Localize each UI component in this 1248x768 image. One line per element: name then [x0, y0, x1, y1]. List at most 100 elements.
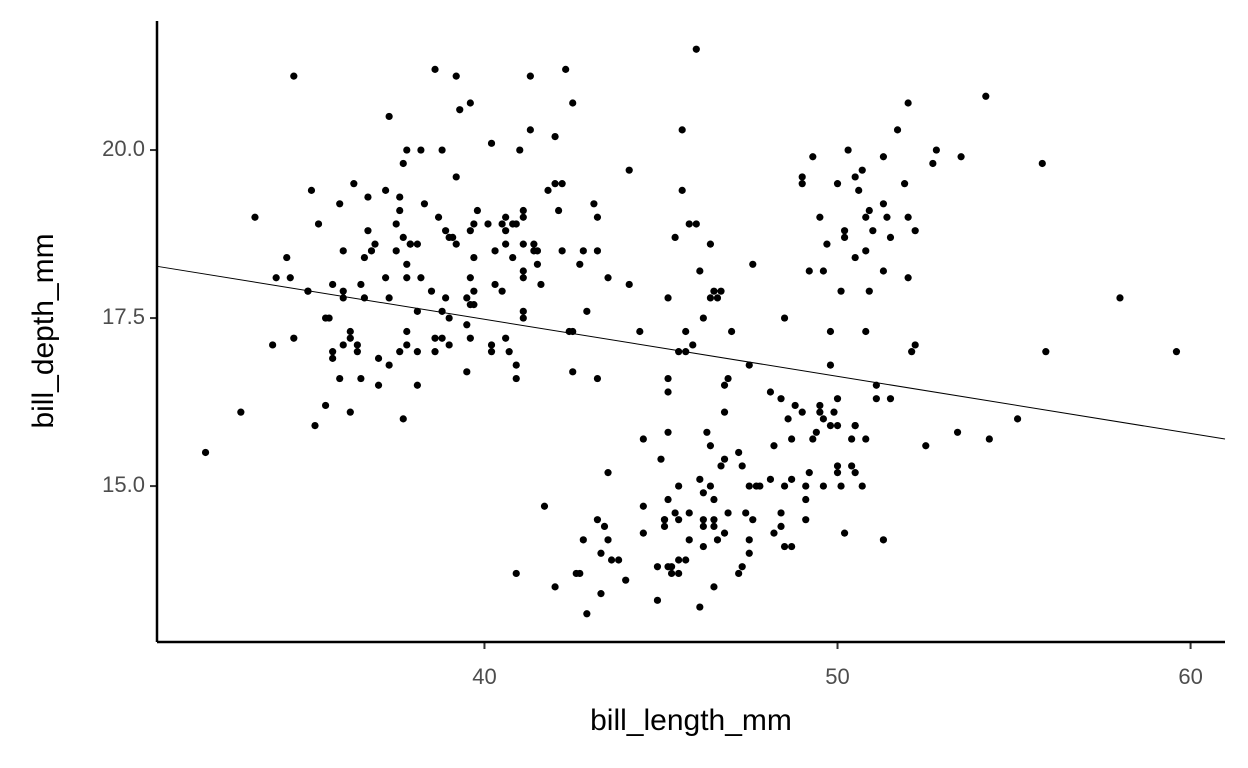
- point: [710, 516, 718, 524]
- point: [438, 334, 446, 342]
- point: [346, 408, 354, 416]
- point: [551, 180, 559, 188]
- point: [339, 287, 347, 295]
- point: [519, 213, 527, 221]
- point: [336, 374, 344, 383]
- point: [509, 220, 517, 228]
- point: [664, 563, 672, 571]
- point: [413, 348, 421, 356]
- point: [699, 314, 707, 322]
- point: [745, 482, 753, 490]
- point: [699, 489, 707, 497]
- point: [816, 401, 824, 410]
- point: [851, 173, 859, 181]
- point: [678, 126, 686, 134]
- point: [463, 294, 471, 302]
- point: [201, 448, 210, 457]
- point: [519, 274, 527, 282]
- point: [442, 294, 450, 302]
- point: [399, 415, 407, 423]
- point: [826, 361, 835, 369]
- point: [675, 569, 683, 578]
- point: [417, 274, 425, 282]
- point: [713, 294, 722, 302]
- point: [237, 408, 245, 416]
- point: [593, 374, 602, 383]
- trend-line: [156, 265, 1226, 440]
- point: [597, 549, 605, 557]
- point: [364, 193, 372, 201]
- point: [664, 388, 672, 396]
- point: [487, 139, 496, 147]
- point: [911, 341, 919, 349]
- point: [862, 213, 870, 221]
- point: [780, 542, 789, 551]
- point: [717, 287, 725, 295]
- point: [819, 267, 827, 275]
- point: [396, 348, 404, 356]
- point: [533, 260, 542, 268]
- point: [466, 274, 474, 282]
- point: [862, 327, 870, 336]
- point: [1013, 415, 1022, 423]
- point: [339, 247, 347, 255]
- point: [809, 435, 817, 443]
- point: [802, 495, 810, 504]
- point: [904, 213, 912, 221]
- point: [434, 213, 443, 221]
- point: [604, 469, 612, 477]
- point: [307, 186, 316, 194]
- point: [445, 233, 453, 242]
- point: [682, 327, 690, 336]
- point: [816, 213, 824, 221]
- x-tick-label: 60: [1178, 664, 1202, 689]
- point: [385, 112, 393, 121]
- point: [777, 395, 785, 403]
- point: [438, 307, 446, 315]
- point: [526, 126, 534, 134]
- point: [530, 240, 538, 248]
- point: [590, 200, 598, 208]
- point: [777, 509, 785, 517]
- point: [728, 327, 736, 336]
- point: [406, 240, 414, 248]
- point: [346, 334, 354, 342]
- point: [699, 542, 707, 551]
- point: [615, 556, 623, 564]
- y-tick-label: 17.5: [102, 304, 145, 329]
- point: [664, 294, 672, 302]
- point: [519, 240, 527, 248]
- point: [526, 72, 534, 80]
- point: [427, 287, 436, 295]
- point: [452, 240, 460, 248]
- point: [579, 247, 587, 255]
- point: [904, 274, 912, 282]
- point: [855, 186, 863, 194]
- point: [886, 233, 895, 242]
- point: [484, 220, 492, 228]
- point: [360, 253, 369, 262]
- point: [696, 603, 704, 611]
- point: [833, 469, 842, 477]
- point: [738, 563, 746, 571]
- point: [311, 421, 319, 430]
- point: [498, 220, 506, 228]
- point: [706, 442, 715, 450]
- point: [805, 469, 813, 477]
- point: [830, 408, 838, 416]
- point: [664, 495, 672, 504]
- point: [745, 549, 753, 557]
- point: [664, 374, 672, 383]
- point: [717, 462, 725, 470]
- point: [770, 442, 778, 450]
- point: [392, 247, 400, 255]
- point: [502, 213, 510, 221]
- point: [569, 99, 577, 107]
- point: [844, 146, 852, 154]
- point: [325, 314, 333, 322]
- point: [583, 610, 591, 618]
- point: [403, 327, 411, 336]
- point: [862, 247, 870, 255]
- point: [922, 442, 930, 450]
- point: [537, 280, 545, 289]
